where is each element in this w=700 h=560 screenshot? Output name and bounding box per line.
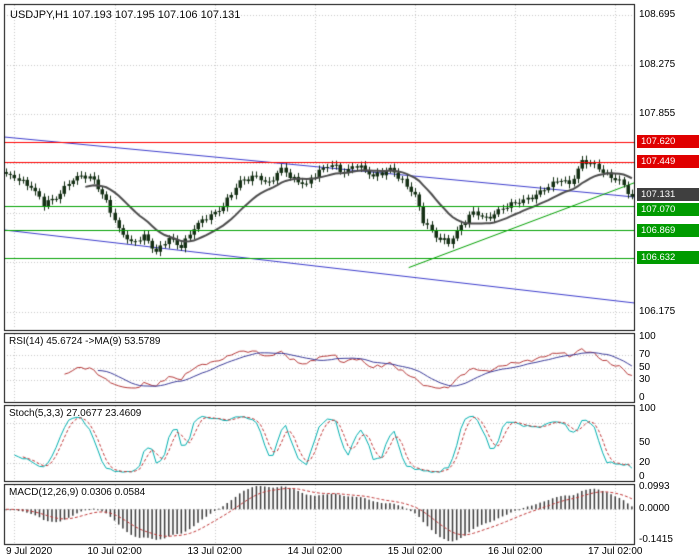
price-tick-label: 107.855: [639, 108, 676, 120]
price-scale[interactable]: 108.695 108.275 107.855 106.175 107.620 107.4…: [635, 0, 700, 560]
stoch-tick-label: 20: [639, 457, 651, 469]
price-tick-label: 108.275: [639, 58, 676, 70]
support-price-tag: 106.632: [637, 251, 699, 265]
rsi-tick-label: 0: [639, 392, 645, 403]
time-label: 16 Jul 02:00: [487, 546, 543, 557]
macd-tick-label: 0.0993: [639, 481, 670, 493]
macd-tick-label: -0.1415: [639, 534, 673, 546]
stochastic-indicator-label: Stoch(5,3,3) 27.0677 23.4609: [9, 408, 142, 419]
time-label: 13 Jul 02:00: [187, 546, 242, 557]
rsi-tick-label: 30: [639, 373, 651, 385]
macd-indicator-label: MACD(12,26,9) 0.0306 0.0584: [9, 487, 146, 498]
current-price-tag: 107.131: [637, 187, 699, 201]
resistance-price-tag: 107.620: [637, 135, 699, 149]
stoch-tick-label: 100: [639, 403, 656, 414]
symbol-ohlc-title: USDJPY,H1 107.193 107.195 107.106 107.13…: [10, 9, 241, 21]
time-label: 15 Jul 02:00: [387, 546, 443, 557]
price-tick-label: 106.175: [639, 305, 676, 317]
time-scale[interactable]: 9 Jul 2020 10 Jul 02:00 13 Jul 02:00 14 Jul…: [0, 544, 700, 560]
rsi-tick-label: 70: [639, 349, 651, 361]
stoch-tick-label: 50: [639, 437, 651, 448]
time-label: 10 Jul 02:00: [87, 546, 142, 557]
support-price-tag: 106.869: [637, 223, 699, 237]
resistance-price-tag: 107.449: [637, 155, 699, 169]
rsi-indicator-label: RSI(14) 45.6724 ->MA(9) 53.5789: [9, 336, 161, 347]
stoch-tick-label: 0: [639, 471, 645, 482]
macd-tick-label: 0.0000: [639, 503, 670, 515]
time-label: 14 Jul 02:00: [287, 546, 343, 557]
time-label: 9 Jul 2020: [6, 546, 53, 557]
support-price-tag: 107.070: [637, 202, 699, 216]
time-label: 17 Jul 02:00: [587, 546, 643, 557]
rsi-tick-label: 50: [639, 361, 651, 373]
price-tick-label: 108.695: [639, 9, 676, 21]
rsi-tick-label: 100: [639, 331, 656, 342]
